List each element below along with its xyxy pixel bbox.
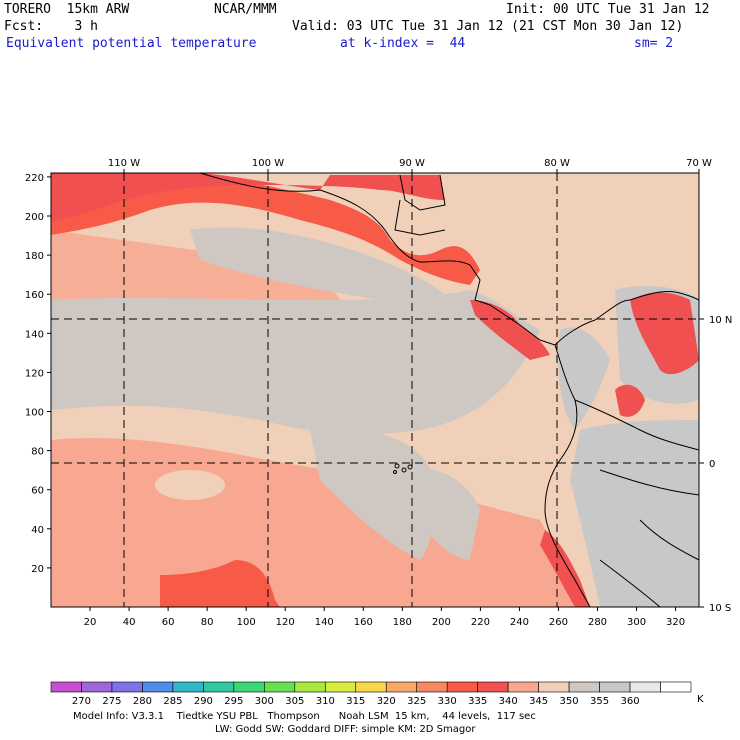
y-tick-label: 100 [25,408,44,419]
colorbar-swatch [416,681,448,693]
lat-lon-grid [51,173,699,607]
model-info-line2: LW: Godd SW: Goddard DIFF: simple KM: 2D… [215,724,476,735]
y-axis: 220 200 180 160 140 120 100 80 60 40 20 [25,173,51,575]
y-tick-label: 80 [31,447,44,458]
x-tick-label: 240 [510,617,529,628]
colorbar-swatch [264,681,296,693]
x-tick-label: 160 [354,617,373,628]
colorbar-swatch [142,681,174,693]
level-info: at k-index = 44 [340,36,466,51]
longitude-label: 100 W [252,158,284,169]
colorbar-swatch [477,681,509,693]
latitude-label: 10 N [709,315,732,326]
colorbar-level-label: 335 [468,696,487,707]
model-name: TORERO 15km ARW [4,2,130,17]
colorbar-level-label: 275 [102,696,121,707]
longitude-label: 90 W [399,158,425,169]
forecast-hour: Fcst: 3 h [4,19,98,34]
y-tick-label: 120 [25,368,44,379]
model-info-line1: Model Info: V3.3.1 Tiedtke YSU PBL Thomp… [73,711,536,722]
colorbar-level-label: 340 [499,696,518,707]
longitude-labels: 110 W 100 W 90 W 80 W 70 W [108,158,712,173]
colorbar-level-label: 285 [163,696,182,707]
colorbar-swatch [81,681,113,693]
longitude-label: 110 W [108,158,140,169]
map-frame [50,172,700,608]
longitude-label: 70 W [686,158,712,169]
colorbar-level-label: 290 [194,696,213,707]
x-tick-label: 40 [123,617,136,628]
y-tick-label: 200 [25,212,44,223]
x-tick-label: 320 [666,617,685,628]
colorbar-swatch [233,681,265,693]
colorbar-swatch [538,681,570,693]
colorbar-level-label: 300 [255,696,274,707]
x-axis: 20 40 60 80 100 120 140 160 180 200 220 240 260 280 30… [84,607,685,628]
y-tick-label: 40 [31,525,44,536]
colorbar-swatch [385,681,418,693]
x-tick-label: 120 [276,617,295,628]
colorbar-level-label: 320 [377,696,396,707]
latitude-label: 10 S [709,603,731,614]
y-tick-label: 160 [25,290,44,301]
colorbar-level-label: 360 [621,696,640,707]
colorbar-swatch [324,681,357,693]
x-tick-label: 220 [471,617,490,628]
colorbar-level-label: 305 [285,696,304,707]
init-time: Init: 00 UTC Tue 31 Jan 12 [506,2,710,17]
latitude-labels: 10 N 0 10 S [699,315,732,614]
field-name: Equivalent potential temperature [6,36,257,51]
colorbar-swatch [507,681,539,693]
colorbar-level-label: 280 [133,696,152,707]
y-tick-label: 20 [31,564,44,575]
x-tick-label: 60 [162,617,175,628]
y-tick-label: 180 [25,251,44,262]
y-tick-label: 60 [31,486,44,497]
latitude-label: 0 [709,459,715,470]
coastlines [199,173,699,607]
x-tick-label: 200 [432,617,451,628]
center-name: NCAR/MMM [214,2,277,17]
colorbar-level-label: 315 [346,696,365,707]
colorbar-level-label: 350 [560,696,579,707]
smoothing-info: sm= 2 [634,36,674,51]
x-tick-label: 180 [393,617,412,628]
colorbar-swatch [599,681,631,693]
colorbar-level-label: 295 [224,696,243,707]
colorbar-unit: K [697,694,704,705]
colorbar-swatch [568,681,600,693]
x-tick-label: 260 [549,617,568,628]
x-tick-label: 280 [588,617,607,628]
colorbar-level-label: 345 [529,696,548,707]
colorbar-swatch [660,681,692,693]
colorbar-swatch [50,681,82,693]
colorbar-swatch [294,681,326,693]
colorbar-swatch [629,681,661,693]
colorbar-level-label: 325 [407,696,426,707]
y-tick-label: 140 [25,329,44,340]
colorbar-swatch [172,681,204,693]
x-tick-label: 300 [627,617,646,628]
colorbar-swatch [355,681,387,693]
colorbar-level-label: 330 [438,696,457,707]
colorbar-level-label: 355 [590,696,609,707]
x-tick-label: 100 [237,617,256,628]
colorbar-level-label: 270 [72,696,91,707]
colorbar-swatch [111,681,143,693]
colorbar-level-label: 310 [316,696,335,707]
x-tick-label: 80 [201,617,214,628]
longitude-label: 80 W [544,158,570,169]
x-tick-label: 20 [84,617,97,628]
colorbar-swatch [446,681,478,693]
theta-e-field [51,173,699,607]
y-tick-label: 220 [25,173,44,184]
valid-time: Valid: 03 UTC Tue 31 Jan 12 (21 CST Mon … [292,19,684,34]
colorbar-swatch [203,681,235,693]
colorbar: 270 275 280 285 290 295 300 305 310 315 320 325 330 3… [50,681,692,707]
x-tick-label: 140 [315,617,334,628]
